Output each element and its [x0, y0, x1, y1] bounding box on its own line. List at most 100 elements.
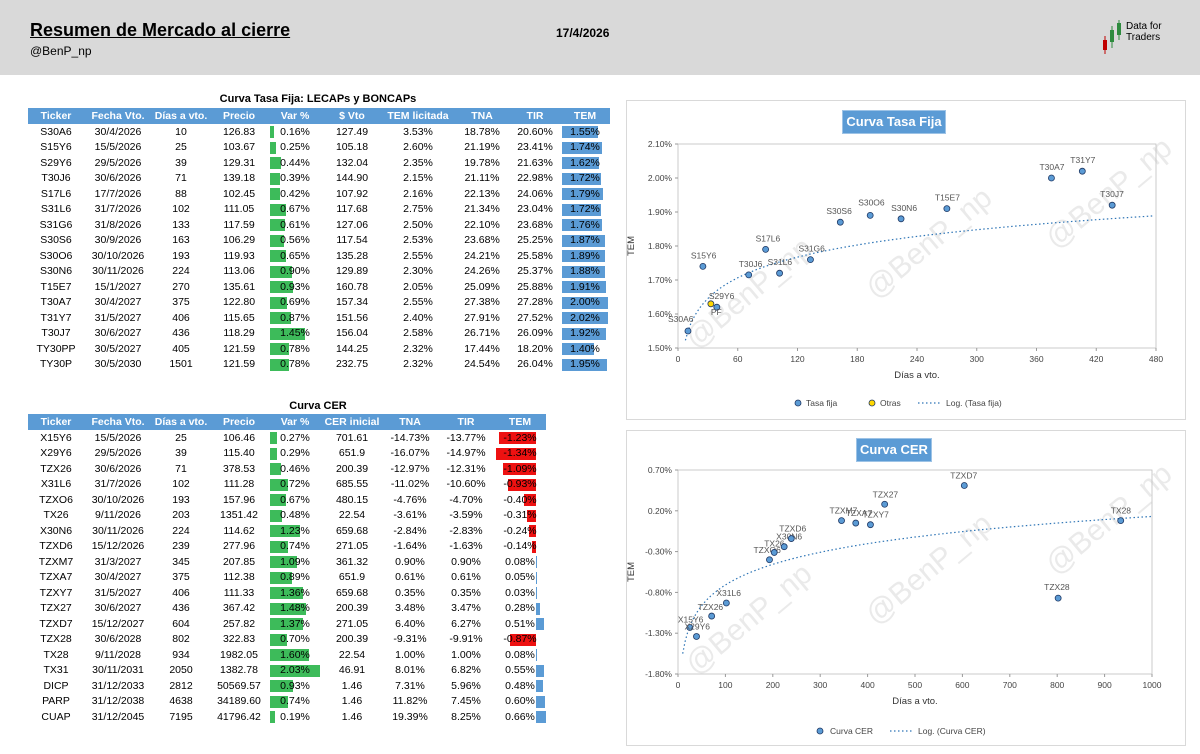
cer-cell: 651.9 [338, 571, 366, 584]
var-cell-value: 0.56% [280, 234, 310, 247]
cer-cell: 1.46 [341, 710, 363, 723]
data-label: TZX28 [1044, 582, 1070, 592]
var-cell-value: 1.36% [280, 586, 310, 599]
data-point [762, 245, 770, 253]
precio-cell: 121.59 [222, 342, 256, 355]
tna-cell: -14.73% [390, 431, 430, 444]
tem-cell-bar [510, 633, 536, 646]
fecha-cell: 30/6/2026 [94, 462, 142, 475]
column-header: Var % [268, 414, 322, 430]
data-point [943, 205, 951, 212]
tir-cell: 6.82% [451, 664, 481, 677]
fecha-cell: 30/6/2027 [94, 602, 142, 615]
fecha-cell: 30/5/2030 [94, 358, 142, 371]
tir-cell: 23.41% [517, 141, 553, 154]
tem-cell: 0.66% [494, 709, 546, 725]
data-point [745, 271, 753, 279]
y-tick-label: 1.50% [648, 343, 673, 353]
data-label: S30N6 [891, 203, 917, 213]
precio-cell: 114.62 [223, 524, 255, 537]
tna-cell: 3.48% [395, 602, 425, 615]
table-row: T30A7 30/4/2027 375 122.80 0.69% 157.34 2.55% 2… [28, 295, 610, 311]
var-cell: 0.87% [268, 310, 322, 326]
tem-cell-value: 0.51% [505, 617, 535, 630]
var-cell: 1.09% [268, 554, 322, 570]
tem-cell-value: 0.03% [505, 586, 535, 599]
y-axis-label: TEM [626, 236, 637, 256]
var-cell-bar [270, 126, 274, 138]
dias-cell: 405 [172, 342, 190, 355]
y-tick-label: -1.30% [645, 628, 672, 638]
data-label: T31Y7 [1070, 155, 1095, 165]
cer-cell: 200.39 [335, 633, 369, 646]
tna-cell: 7.31% [395, 679, 425, 692]
x-tick-label: 200 [766, 680, 780, 690]
dias-cell: 270 [172, 280, 190, 293]
precio-cell: 103.67 [222, 141, 256, 154]
data-point [684, 327, 692, 335]
var-cell: 0.67% [268, 202, 322, 218]
table-row: TY30PP 30/5/2027 405 121.59 0.78% 144.25 2.32%… [28, 341, 610, 357]
tem-cell: 1.76% [560, 217, 610, 233]
precio-cell: 102.45 [222, 187, 256, 200]
tir-cell: -12.31% [446, 462, 486, 475]
table-row: X15Y6 15/5/2026 25 106.46 0.27% 701.61 -14.73%… [28, 430, 546, 446]
trendline [682, 515, 1153, 654]
var-cell-bar [270, 525, 300, 537]
tem-cell: -0.31% [494, 508, 546, 524]
var-cell-value: 0.70% [280, 633, 310, 646]
table-row: TX26 9/11/2026 203 1351.42 0.48% 22.54 -3.61% -… [28, 508, 546, 524]
dias-cell: 203 [172, 509, 190, 522]
dias-cell: 39 [175, 156, 187, 169]
logo-line-1: Data for [1126, 21, 1162, 32]
dias-cell: 39 [175, 447, 187, 460]
temlic-cell: 2.58% [403, 327, 433, 340]
fixed-rate-table: Ticker Fecha Vto. Días a vto. Precio Var % $ … [28, 108, 610, 372]
tna-cell: -2.84% [393, 524, 427, 537]
precio-cell: 111.33 [223, 586, 255, 599]
var-cell-value: 0.61% [280, 218, 310, 231]
tem-cell-bar [562, 203, 602, 216]
tir-cell: 27.28% [517, 296, 553, 309]
tem-cell-bar [562, 358, 607, 371]
ticker-cell: TX28 [43, 648, 69, 661]
tem-cell-value: -0.87% [503, 633, 537, 646]
var-cell-bar [270, 281, 293, 293]
column-header: Días a vto. [152, 414, 210, 430]
tem-cell-bar [526, 509, 536, 522]
temlic-cell: 2.15% [403, 172, 433, 185]
cer-cell: 271.05 [335, 540, 369, 553]
fixed-table-title: Curva Tasa Fija: LECAPs y BONCAPs [219, 93, 417, 105]
tem-cell-bar [536, 711, 546, 723]
column-header: Var % [268, 108, 322, 124]
x-tick-label: 600 [955, 680, 969, 690]
var-cell: 0.90% [268, 264, 322, 280]
y-tick-label: 1.90% [648, 207, 673, 217]
data-point [693, 633, 700, 640]
y-tick-label: 2.00% [648, 173, 673, 183]
column-header: Ticker [28, 414, 84, 430]
tna-cell: 21.11% [464, 172, 500, 185]
tem-cell: 1.92% [560, 326, 610, 342]
var-cell: 0.93% [268, 678, 322, 694]
table-row: T30J6 30/6/2026 71 139.18 0.39% 144.90 2.15% 21… [28, 171, 610, 187]
fecha-cell: 30/10/2026 [91, 493, 145, 506]
vto-cell: 157.34 [335, 296, 369, 309]
table-row: X30N6 30/11/2026 224 114.62 1.23% 659.68 -2.84… [28, 523, 546, 539]
tem-cell-bar [562, 265, 606, 278]
dias-cell: 71 [175, 172, 187, 185]
tem-cell-bar [562, 327, 607, 340]
legend-label: Log. (Tasa fija) [946, 398, 1002, 408]
var-cell: 1.45% [268, 326, 322, 342]
x-tick-label: 420 [1089, 354, 1103, 364]
precio-cell: 111.28 [223, 478, 255, 491]
author-handle: @BenP_np [30, 44, 92, 58]
precio-cell: 322.83 [222, 633, 256, 646]
tem-cell-value: 1.92% [570, 327, 600, 340]
var-cell-value: 0.29% [280, 447, 310, 460]
tem-cell: 0.28% [494, 601, 546, 617]
tir-cell: 8.25% [451, 710, 481, 723]
tir-cell: 25.88% [517, 280, 553, 293]
tem-cell-bar [508, 478, 536, 491]
data-label: TZXO6 [753, 545, 781, 555]
